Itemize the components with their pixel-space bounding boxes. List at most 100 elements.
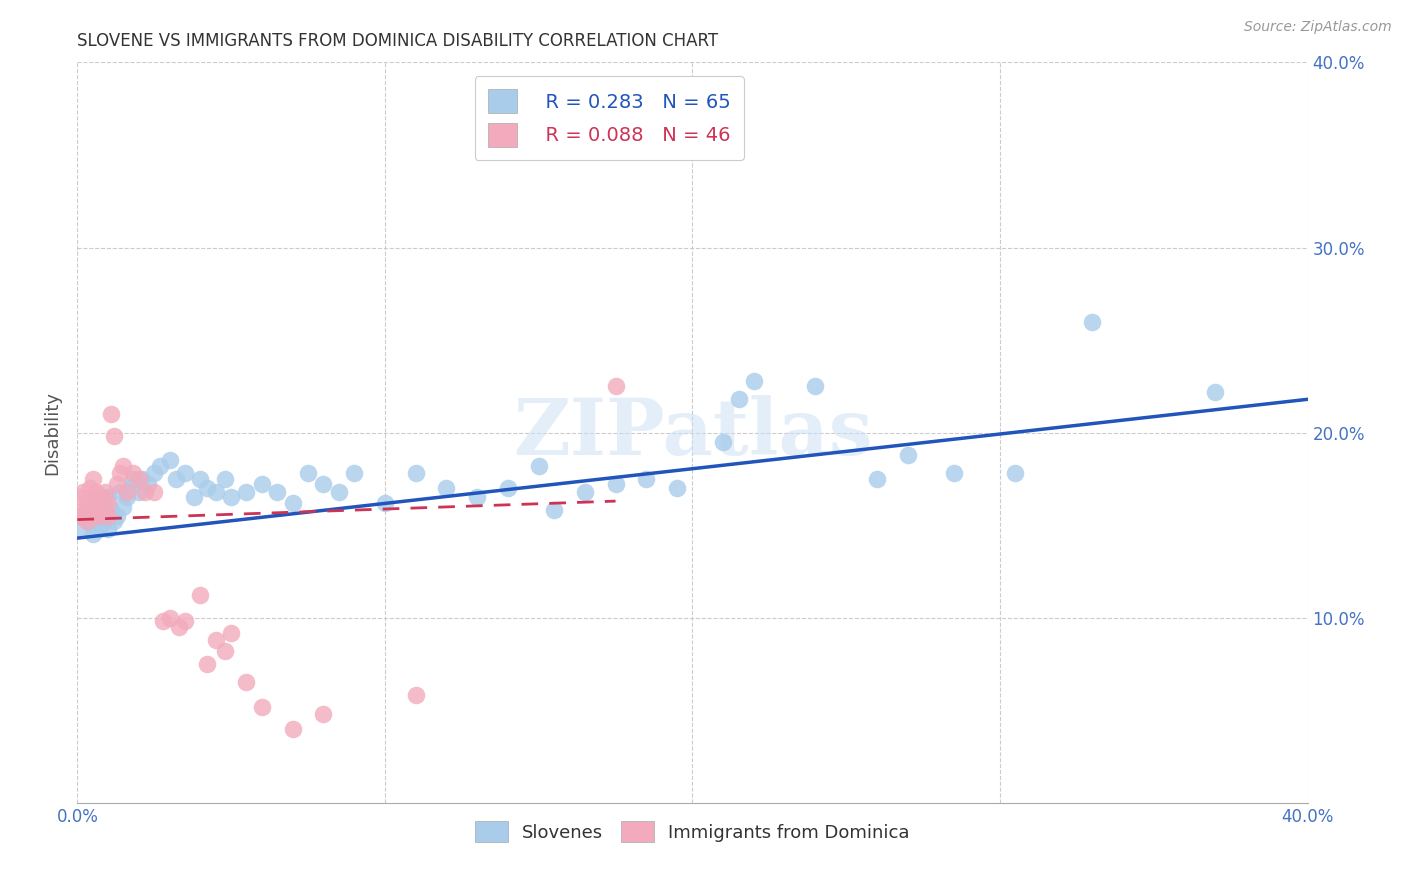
Point bbox=[103, 515, 125, 529]
Point bbox=[90, 518, 114, 533]
Point bbox=[1081, 314, 1104, 328]
Point bbox=[159, 453, 181, 467]
Text: Source: ZipAtlas.com: Source: ZipAtlas.com bbox=[1244, 20, 1392, 34]
Point bbox=[165, 472, 187, 486]
Point bbox=[72, 503, 94, 517]
Point bbox=[87, 491, 110, 505]
Point bbox=[76, 515, 98, 529]
Point bbox=[297, 467, 319, 481]
Point bbox=[195, 657, 218, 671]
Point bbox=[69, 508, 91, 523]
Point bbox=[149, 458, 172, 473]
Point bbox=[115, 484, 138, 499]
Point bbox=[1204, 384, 1226, 399]
Point bbox=[214, 644, 236, 658]
Point bbox=[82, 472, 104, 486]
Point bbox=[465, 491, 488, 505]
Point bbox=[543, 503, 565, 517]
Point bbox=[84, 484, 107, 499]
Point bbox=[152, 615, 174, 629]
Point bbox=[82, 527, 104, 541]
Point bbox=[105, 508, 128, 523]
Point bbox=[195, 481, 218, 495]
Point bbox=[76, 515, 98, 529]
Point bbox=[281, 722, 304, 736]
Point bbox=[97, 522, 120, 536]
Text: ZIPatlas: ZIPatlas bbox=[513, 394, 872, 471]
Point bbox=[110, 484, 132, 499]
Point bbox=[343, 467, 366, 481]
Point bbox=[312, 706, 335, 721]
Point bbox=[69, 508, 91, 523]
Point bbox=[90, 496, 114, 510]
Point bbox=[143, 467, 166, 481]
Point bbox=[82, 500, 104, 514]
Point bbox=[121, 472, 143, 486]
Point bbox=[97, 508, 120, 523]
Point bbox=[219, 491, 242, 505]
Point bbox=[79, 500, 101, 514]
Point bbox=[804, 379, 827, 393]
Point bbox=[312, 477, 335, 491]
Legend: Slovenes, Immigrants from Dominica: Slovenes, Immigrants from Dominica bbox=[468, 814, 917, 849]
Point bbox=[100, 503, 122, 517]
Point bbox=[188, 472, 212, 486]
Point bbox=[94, 503, 117, 517]
Point bbox=[727, 392, 749, 407]
Point bbox=[250, 699, 273, 714]
Point bbox=[105, 477, 128, 491]
Point bbox=[72, 484, 94, 499]
Point bbox=[143, 484, 166, 499]
Point bbox=[605, 477, 627, 491]
Point bbox=[405, 467, 427, 481]
Point bbox=[605, 379, 627, 393]
Point bbox=[897, 448, 920, 462]
Point bbox=[72, 522, 94, 536]
Point bbox=[436, 481, 458, 495]
Point bbox=[112, 458, 135, 473]
Point bbox=[115, 491, 138, 505]
Point bbox=[112, 500, 135, 514]
Point bbox=[100, 407, 122, 421]
Point bbox=[94, 508, 117, 523]
Point bbox=[188, 589, 212, 603]
Point bbox=[128, 472, 150, 486]
Point bbox=[1004, 467, 1026, 481]
Point bbox=[666, 481, 689, 495]
Text: SLOVENE VS IMMIGRANTS FROM DOMINICA DISABILITY CORRELATION CHART: SLOVENE VS IMMIGRANTS FROM DOMINICA DISA… bbox=[77, 32, 718, 50]
Point bbox=[87, 496, 110, 510]
Point bbox=[574, 484, 596, 499]
Point bbox=[110, 467, 132, 481]
Point bbox=[103, 429, 125, 443]
Point bbox=[167, 620, 190, 634]
Point bbox=[250, 477, 273, 491]
Point bbox=[219, 625, 242, 640]
Point bbox=[121, 467, 143, 481]
Point bbox=[527, 458, 550, 473]
Point bbox=[90, 503, 114, 517]
Y-axis label: Disability: Disability bbox=[44, 391, 62, 475]
Point bbox=[405, 689, 427, 703]
Point bbox=[266, 484, 288, 499]
Point bbox=[281, 496, 304, 510]
Point bbox=[204, 484, 226, 499]
Point bbox=[128, 484, 150, 499]
Point bbox=[84, 508, 107, 523]
Point bbox=[235, 484, 257, 499]
Point bbox=[636, 472, 658, 486]
Point bbox=[87, 522, 110, 536]
Point bbox=[84, 503, 107, 517]
Point bbox=[136, 477, 159, 491]
Point bbox=[183, 491, 205, 505]
Point bbox=[174, 615, 197, 629]
Point bbox=[328, 484, 350, 499]
Point bbox=[79, 481, 101, 495]
Point bbox=[174, 467, 197, 481]
Point bbox=[204, 632, 226, 647]
Point bbox=[82, 491, 104, 505]
Point bbox=[79, 503, 101, 517]
Point bbox=[97, 496, 120, 510]
Point bbox=[87, 508, 110, 523]
Point bbox=[374, 496, 396, 510]
Point bbox=[69, 491, 91, 505]
